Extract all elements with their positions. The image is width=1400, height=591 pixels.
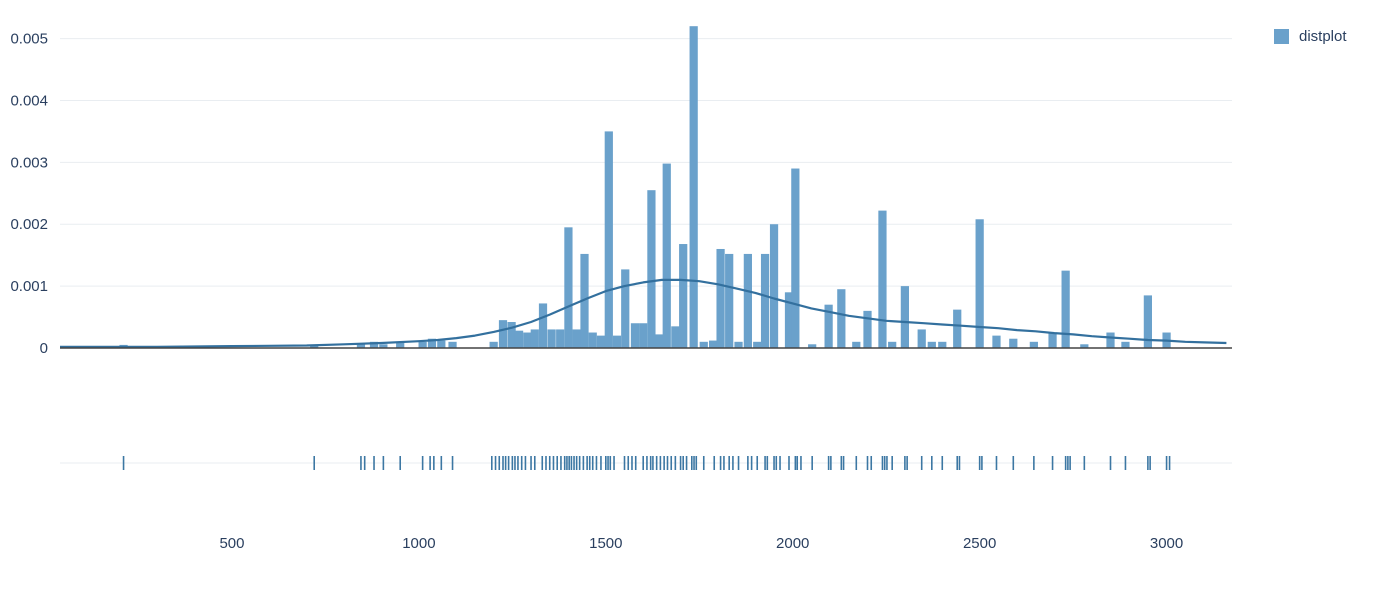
histogram-bar [1143,295,1152,348]
histogram-bar [917,329,926,348]
histogram-bar [523,332,532,348]
histogram-bar [1080,344,1089,348]
histogram-bar [437,340,446,348]
histogram-bar [852,341,861,348]
histogram-bar [498,320,508,348]
x-tick-label: 2000 [776,535,809,552]
histogram-bar [1121,341,1130,348]
histogram-bar [547,329,556,348]
histogram-bar [708,340,718,348]
histogram-bar [671,326,680,348]
legend-item-distplot[interactable]: distplot [1274,28,1347,45]
histogram-bar [379,344,388,348]
histogram-bar [572,329,581,348]
histogram-bar [725,253,734,348]
histogram-bar [938,341,947,348]
kde-curve [60,278,1227,348]
histogram-bar [604,131,613,348]
y-tick-label: 0.004 [10,92,48,109]
histogram-bar [655,334,664,348]
histogram-bar [448,341,457,348]
y-gridlines [60,38,1232,349]
histogram-bar [1048,332,1057,348]
histogram-bar [679,244,688,348]
histogram-bar [630,323,640,348]
x-tick-label: 2500 [963,535,996,552]
histogram-bar [689,26,698,348]
histogram-bar [808,344,817,348]
histogram-bar [1029,341,1038,348]
histogram-bar [753,341,762,348]
histogram-bar [621,269,630,348]
histogram-bar [662,163,671,348]
histogram-bar [612,335,622,348]
histogram-bar [716,248,725,348]
y-tick-labels: 0 0.001 0.002 0.003 0.004 0.005 [10,31,48,357]
y-tick-label: 0.001 [10,278,48,295]
histogram-bar [418,341,427,348]
histogram-bar [900,286,909,348]
legend-label: distplot [1299,28,1347,45]
y-tick-label: 0.002 [10,216,48,233]
histogram-bar [760,253,770,348]
histogram-bar [507,322,516,348]
y-tick-label: 0.003 [10,154,48,171]
histogram-bar [791,168,800,348]
histogram-bar [699,341,708,348]
histogram-bar [1106,332,1115,348]
histogram-bar [927,341,936,348]
histogram-bar [556,329,565,348]
histogram-bar [992,335,1001,348]
x-tick-labels: 500 1000 1500 2000 2500 3000 [219,535,1183,552]
histogram-bar [888,341,897,348]
histogram-bars [119,26,1171,348]
x-tick-label: 1500 [589,535,622,552]
histogram-bar [489,341,498,348]
rug-plot [122,456,1171,470]
histogram-bar [580,253,589,348]
histogram-bar [953,309,962,348]
histogram-bar [769,224,779,348]
histogram-bar [863,310,872,348]
y-tick-label: 0 [40,340,48,357]
histogram-bar [538,303,548,348]
legend-swatch [1274,29,1289,44]
histogram-bar [596,335,606,348]
histogram-bar [530,329,539,348]
histogram-bar [369,341,379,348]
histogram-bar [1061,270,1070,348]
histogram-bar [356,343,366,348]
histogram-bar [396,341,405,348]
histogram-bar [588,332,597,348]
histogram-bar [427,338,437,348]
x-tick-label: 500 [219,535,244,552]
histogram-bar [975,219,984,348]
x-tick-label: 1000 [402,535,435,552]
histogram-bar [647,190,656,348]
histogram-bar [784,292,794,348]
y-tick-label: 0.005 [10,31,48,48]
histogram-bar [564,227,573,348]
histogram-bar [639,323,648,348]
histogram-bar [734,341,743,348]
histogram-bar [824,304,833,348]
histogram-bar [514,330,524,348]
histogram-bar [743,253,752,348]
histogram-bar [878,210,887,348]
histogram-bar [310,345,319,348]
x-tick-label: 3000 [1150,535,1183,552]
histogram-bar [837,289,846,348]
histogram-bar [1009,338,1018,348]
